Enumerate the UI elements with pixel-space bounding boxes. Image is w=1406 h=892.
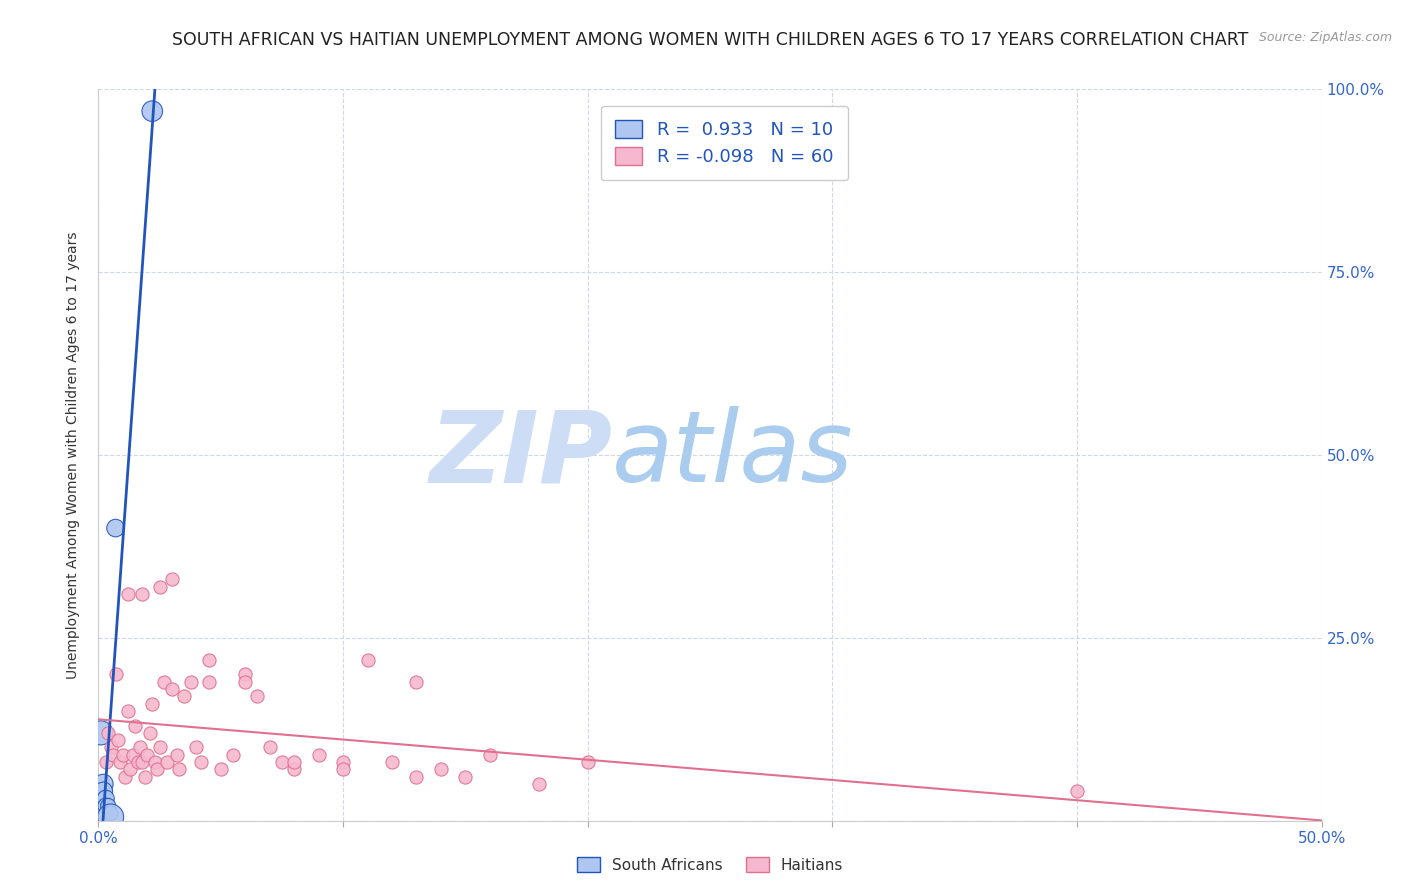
Y-axis label: Unemployment Among Women with Children Ages 6 to 17 years: Unemployment Among Women with Children A…: [66, 231, 80, 679]
Point: [101, 747, 124, 762]
Point: [129, 740, 152, 755]
Point: [94, 791, 117, 805]
Point: [94, 799, 117, 814]
Point: [149, 580, 172, 594]
Point: [107, 733, 129, 747]
Point: [91, 784, 114, 798]
Point: [110, 755, 132, 769]
Point: [143, 755, 166, 769]
Point: [222, 747, 245, 762]
Point: [332, 755, 354, 769]
Point: [233, 674, 256, 689]
Point: [100, 740, 122, 755]
Point: [180, 674, 202, 689]
Point: [381, 755, 404, 769]
Point: [527, 777, 550, 791]
Point: [167, 763, 190, 777]
Point: [97, 799, 120, 814]
Point: [117, 704, 139, 718]
Point: [100, 810, 122, 824]
Point: [97, 726, 120, 740]
Point: [141, 104, 163, 119]
Point: [114, 770, 136, 784]
Point: [190, 755, 212, 769]
Point: [166, 747, 188, 762]
Point: [134, 770, 156, 784]
Point: [173, 690, 195, 704]
Point: [160, 572, 183, 586]
Point: [209, 763, 232, 777]
Text: ZIP: ZIP: [429, 407, 612, 503]
Point: [283, 763, 305, 777]
Point: [94, 755, 117, 769]
Legend: South Africans, Haitians: South Africans, Haitians: [571, 851, 849, 879]
Point: [156, 755, 179, 769]
Point: [104, 667, 127, 681]
Point: [131, 755, 153, 769]
Point: [149, 740, 172, 755]
Text: SOUTH AFRICAN VS HAITIAN UNEMPLOYMENT AMONG WOMEN WITH CHILDREN AGES 6 TO 17 YEA: SOUTH AFRICAN VS HAITIAN UNEMPLOYMENT AM…: [172, 31, 1249, 49]
Point: [141, 697, 163, 711]
Text: Source: ZipAtlas.com: Source: ZipAtlas.com: [1258, 31, 1392, 45]
Point: [160, 681, 183, 696]
Text: atlas: atlas: [612, 407, 853, 503]
Point: [127, 755, 149, 769]
Point: [124, 718, 146, 732]
Point: [405, 770, 427, 784]
Point: [478, 747, 501, 762]
Point: [139, 726, 162, 740]
Point: [233, 667, 256, 681]
Point: [136, 747, 159, 762]
Point: [332, 763, 354, 777]
Point: [356, 653, 378, 667]
Point: [91, 777, 114, 791]
Point: [146, 763, 169, 777]
Point: [270, 755, 294, 769]
Point: [90, 726, 112, 740]
Point: [259, 740, 281, 755]
Point: [121, 747, 143, 762]
Point: [454, 770, 477, 784]
Point: [576, 755, 599, 769]
Point: [117, 587, 139, 601]
Point: [1066, 784, 1088, 798]
Point: [104, 521, 127, 535]
Point: [405, 674, 427, 689]
Point: [131, 587, 153, 601]
Point: [430, 763, 453, 777]
Point: [246, 690, 269, 704]
Point: [308, 747, 330, 762]
Point: [186, 740, 208, 755]
Point: [197, 674, 219, 689]
Point: [100, 806, 122, 821]
Point: [120, 763, 142, 777]
Point: [153, 674, 176, 689]
Point: [111, 747, 134, 762]
Point: [283, 755, 305, 769]
Point: [197, 653, 219, 667]
